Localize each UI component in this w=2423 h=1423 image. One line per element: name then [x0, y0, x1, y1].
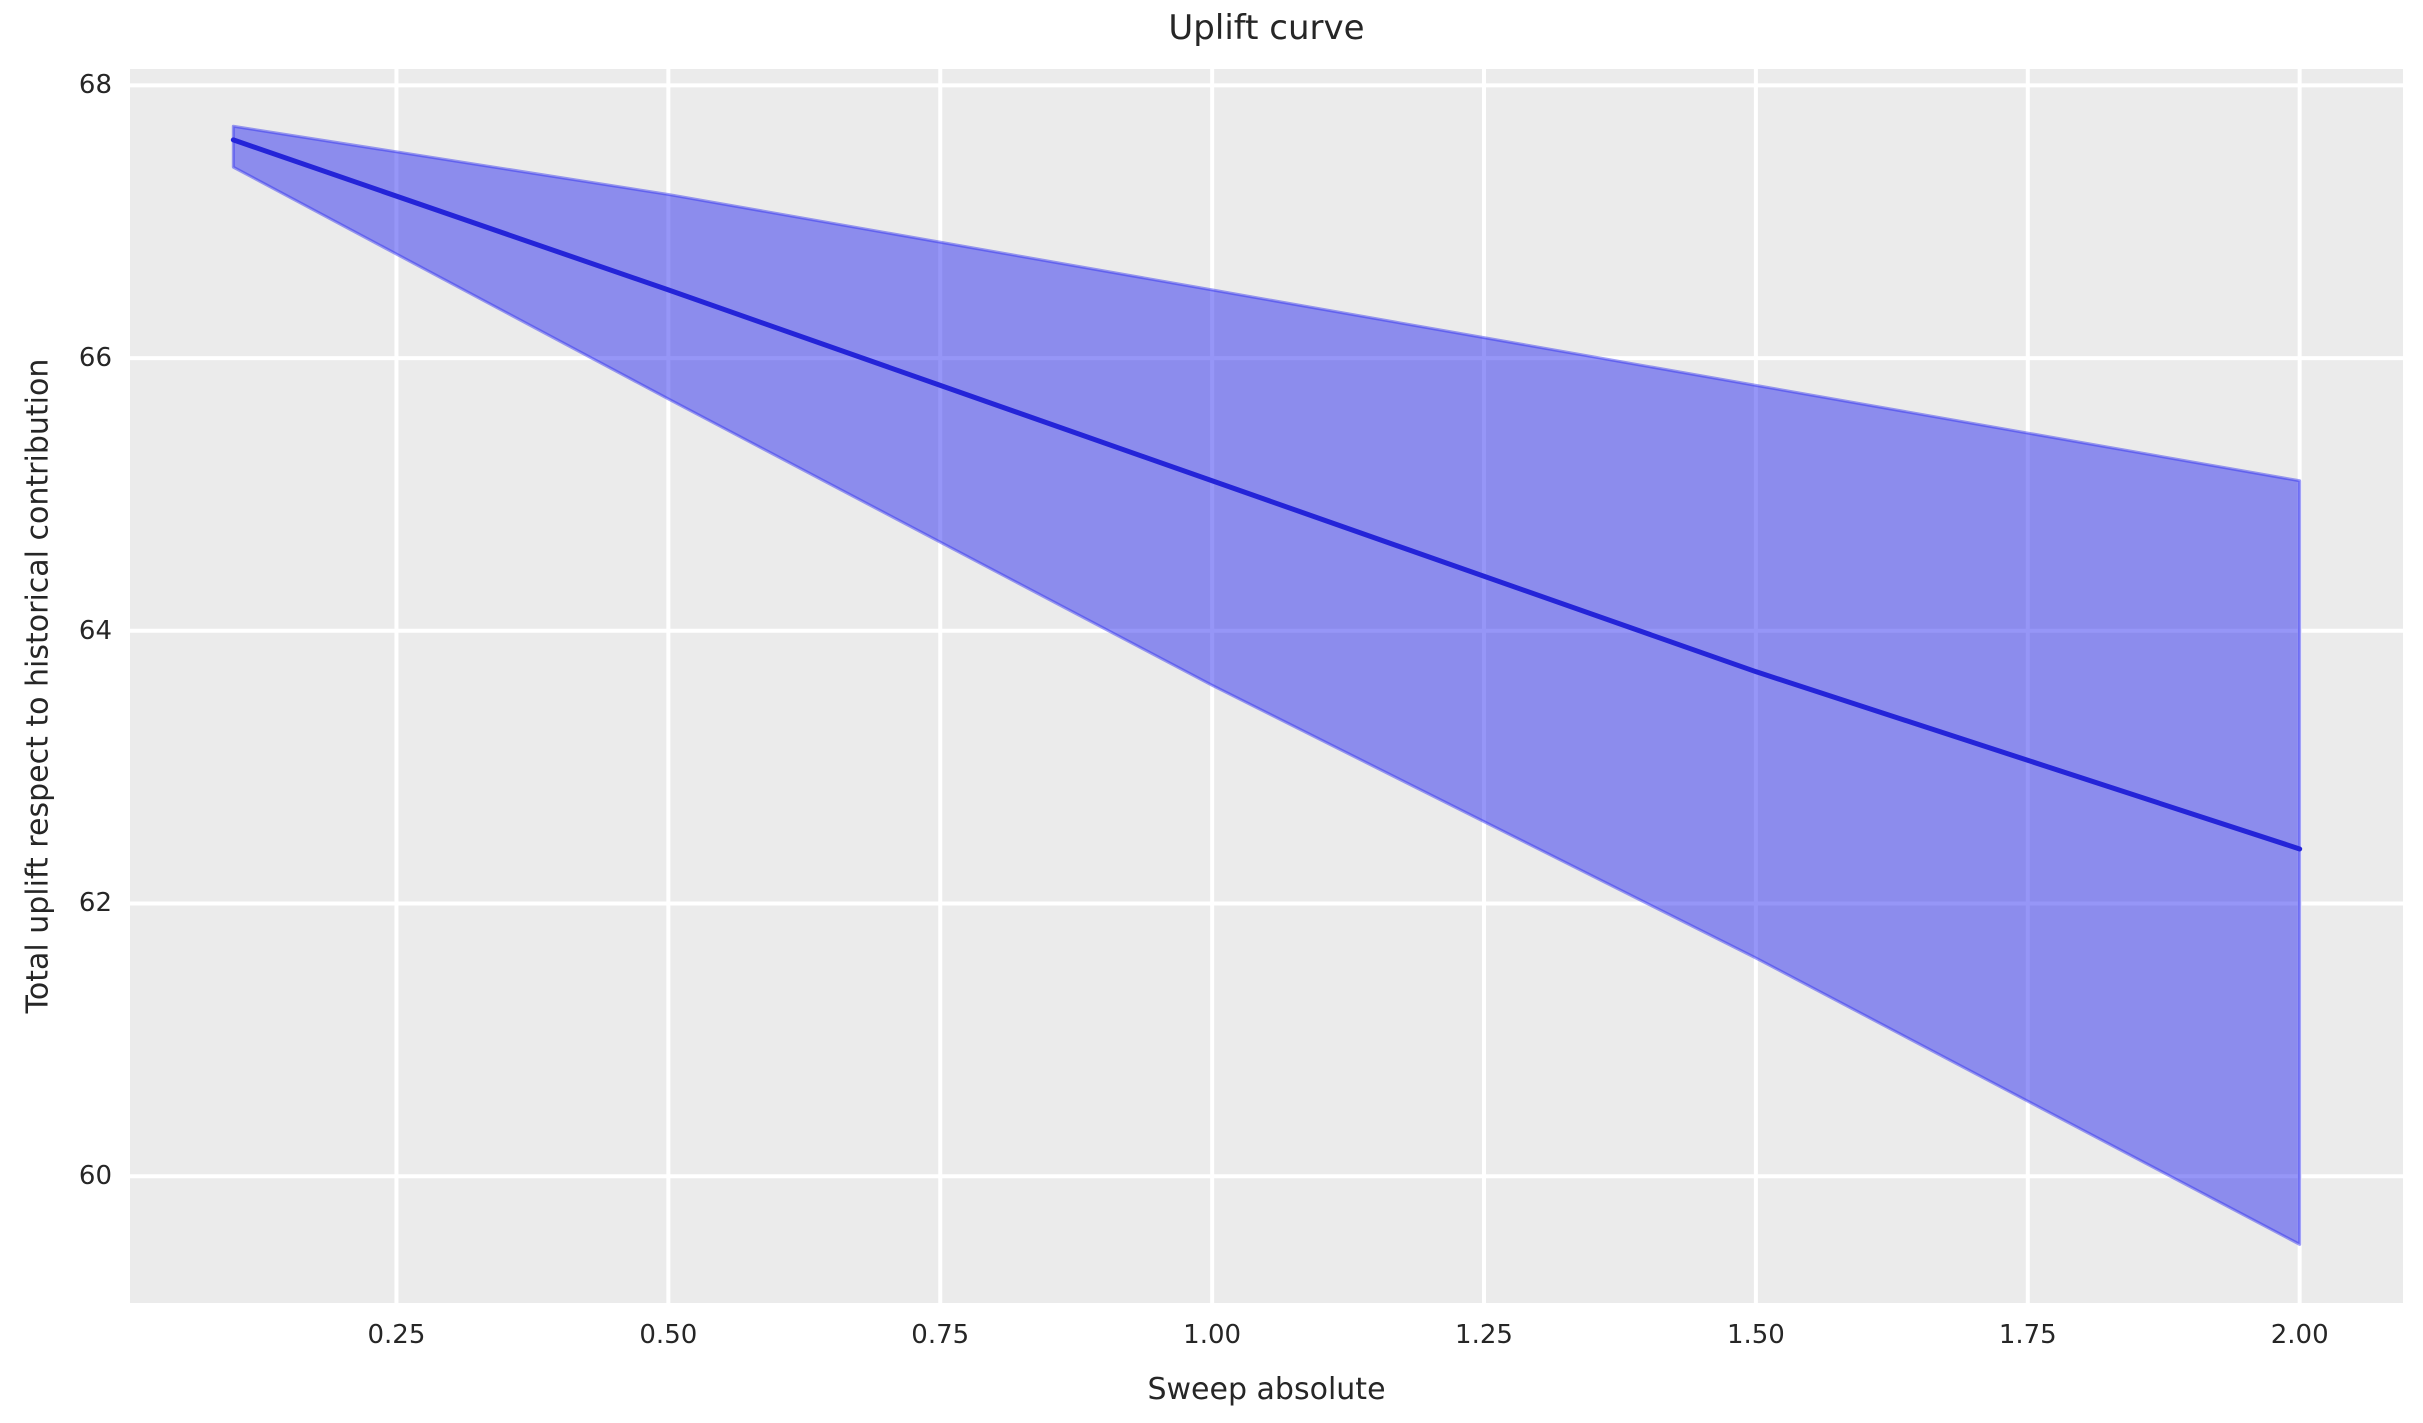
- x-tick-label: 0.75: [911, 1320, 970, 1350]
- y-axis-label: Total uplift respect to historical contr…: [20, 358, 56, 1014]
- y-tick-label: 64: [78, 615, 112, 646]
- confidence-band: [231, 124, 2302, 1246]
- x-tick-label: 2.00: [2270, 1320, 2329, 1350]
- x-tick-label: 1.50: [1726, 1320, 1785, 1350]
- x-tick-label: 0.50: [639, 1320, 698, 1350]
- x-tick-label: 1.00: [1183, 1320, 1242, 1350]
- chart-canvas: [130, 69, 2403, 1303]
- plot-area: [130, 69, 2403, 1303]
- y-tick-label: 62: [78, 888, 112, 919]
- x-tick-label: 1.75: [1998, 1320, 2057, 1350]
- x-tick-label: 1.25: [1455, 1320, 1513, 1350]
- y-tick-label: 60: [78, 1161, 112, 1192]
- chart-title: Uplift curve: [1168, 8, 1365, 48]
- x-axis-label: Sweep absolute: [1147, 1372, 1386, 1407]
- mean-line: [230, 137, 2303, 852]
- x-tick-label: 0.25: [367, 1320, 426, 1350]
- y-tick-label: 66: [78, 343, 112, 374]
- y-tick-label: 68: [78, 70, 112, 101]
